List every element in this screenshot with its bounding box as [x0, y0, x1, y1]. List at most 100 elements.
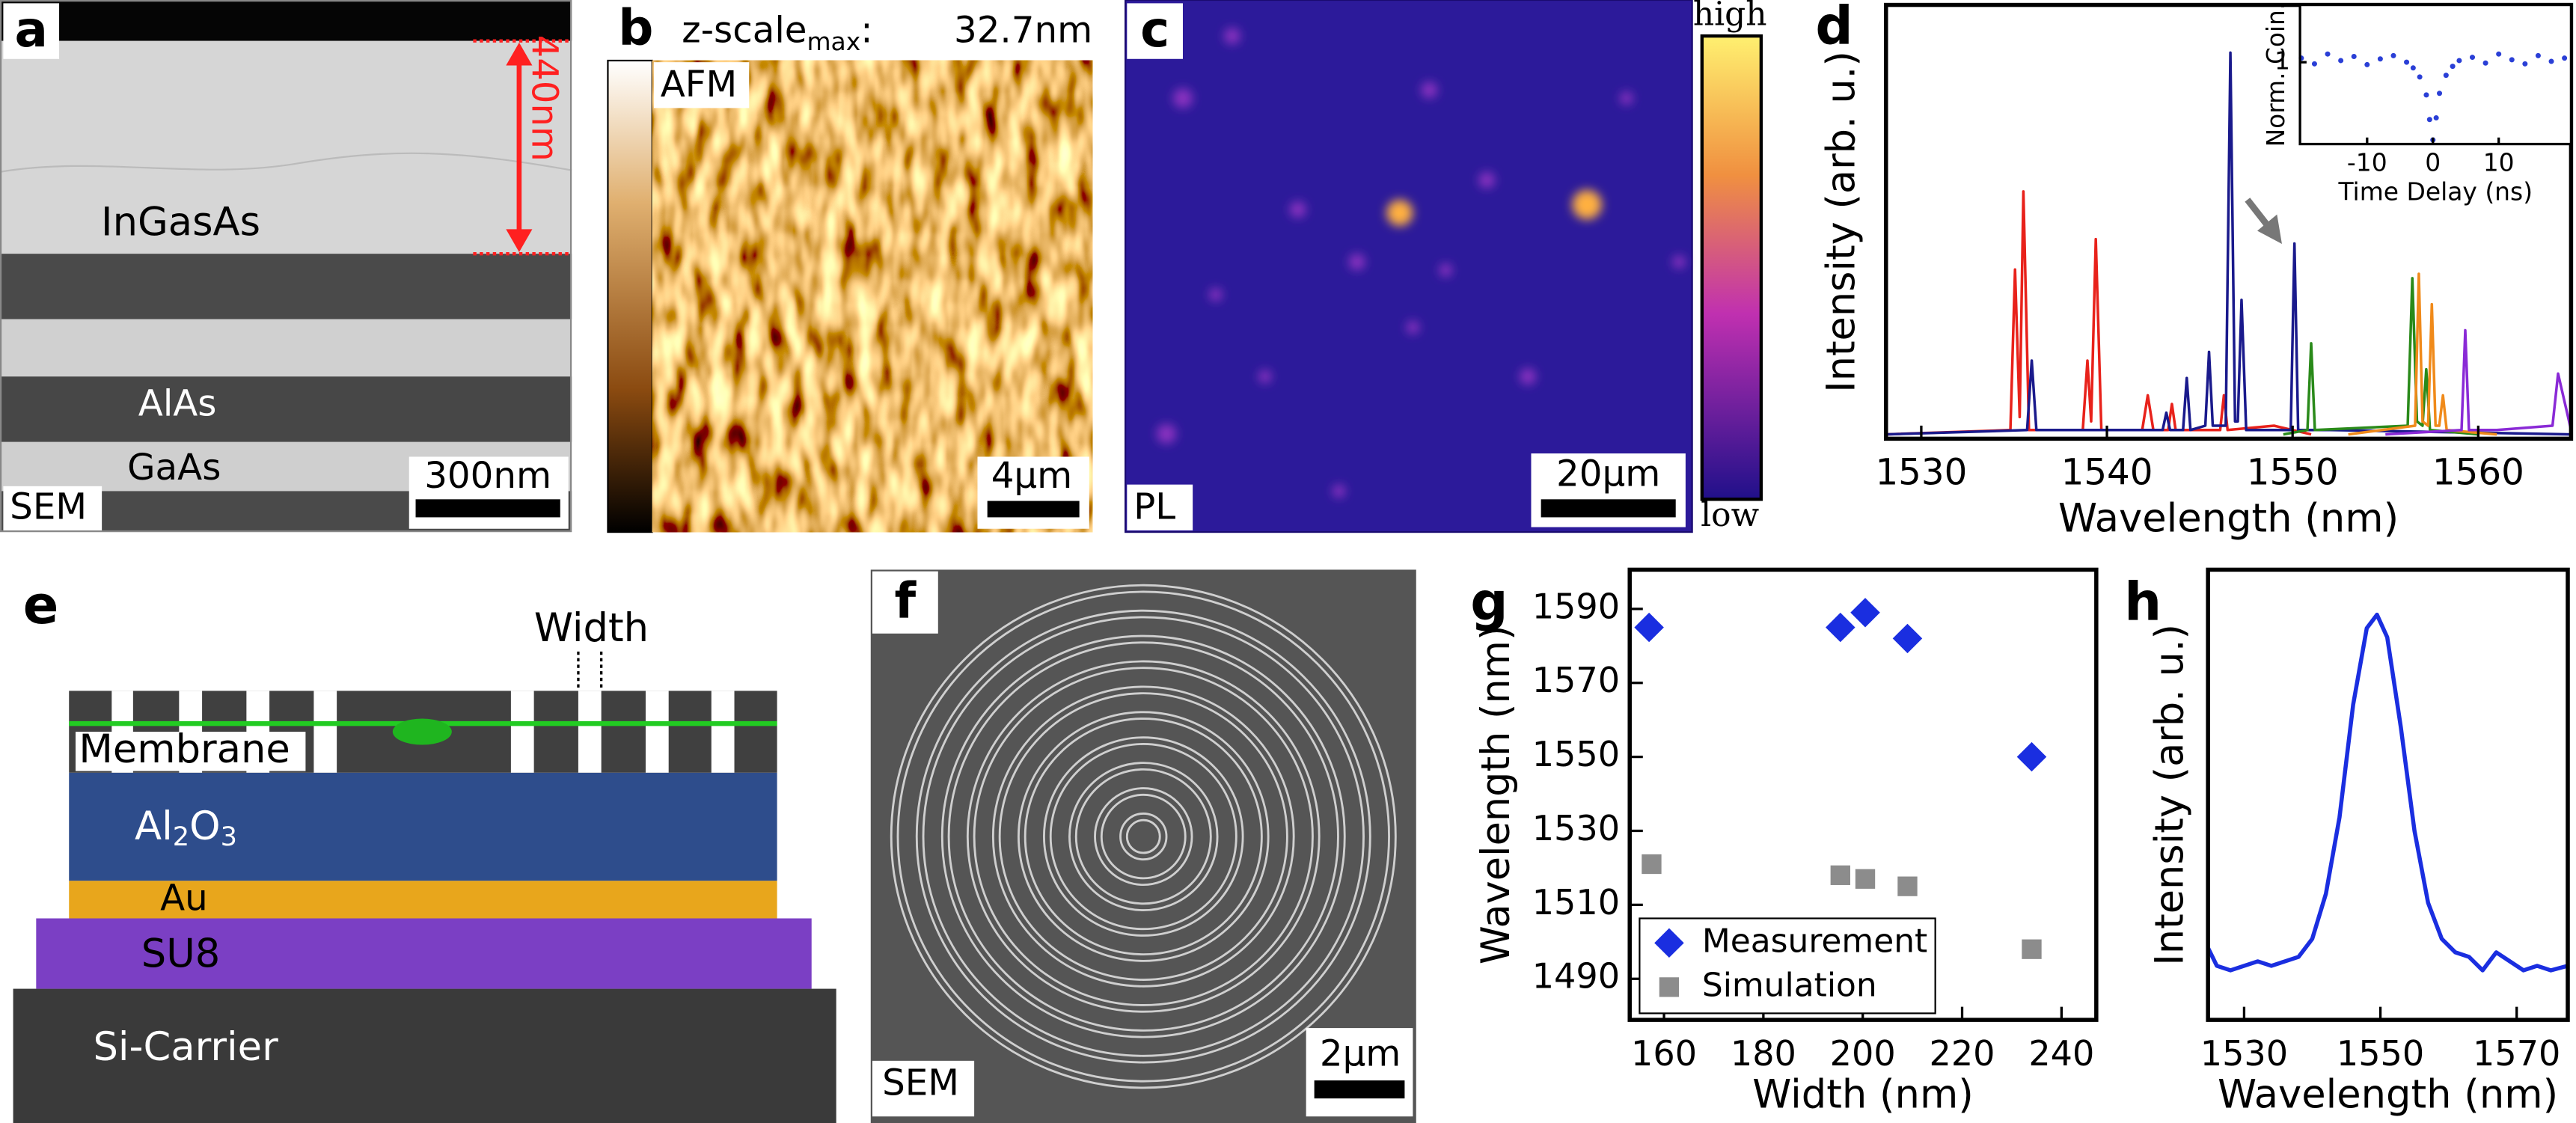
scale-label: 20μm — [1556, 453, 1660, 495]
layer — [0, 319, 572, 377]
width-label: Width — [534, 605, 649, 651]
point — [2404, 59, 2410, 65]
charts: 1530 1540 1550 1560 Wavelength (nm) Intensity… — [1470, 0, 2574, 1118]
ring — [1100, 793, 1187, 880]
label-box — [3, 486, 103, 530]
axes-frame — [2298, 3, 2573, 146]
ring — [1125, 818, 1161, 854]
x-tick-label: 1530 — [2200, 1033, 2288, 1074]
ring — [1119, 813, 1168, 861]
ring — [1024, 717, 1263, 956]
membrane-label: Membrane — [79, 726, 290, 772]
pl-spot — [1289, 201, 1306, 218]
point — [2390, 52, 2396, 58]
ring — [1017, 711, 1270, 962]
slot — [645, 691, 669, 773]
y-axis-label: Intensity (arb. u.) — [1818, 51, 1864, 393]
layer-label: InGasAs — [101, 199, 260, 245]
label-box — [3, 3, 60, 59]
panel-b: b z-scalemax: 32.7nm AFM 4μm — [607, 0, 1093, 533]
x-tick-label: 0 — [2425, 147, 2441, 177]
panel-label: b — [618, 0, 653, 57]
point — [2562, 55, 2568, 61]
afm-image — [652, 60, 1093, 533]
method-label: SEM — [10, 486, 87, 528]
legend-box — [1639, 917, 1936, 1015]
point — [2423, 92, 2429, 98]
layer — [0, 254, 572, 319]
chart: -10 0 10 1 Time Delay (ns) Norm. Coin. — [2261, 2, 2573, 206]
point — [2311, 61, 2317, 67]
point — [2410, 65, 2416, 71]
al2o3-label: Al2O3 — [135, 804, 237, 852]
y-tick-label: 1 — [2274, 46, 2290, 76]
pl-spot — [1386, 199, 1413, 226]
slot — [711, 691, 735, 773]
series-line — [2283, 277, 2479, 436]
point — [2022, 939, 2042, 959]
ring — [890, 584, 1397, 1089]
ring — [947, 641, 1339, 1032]
series-line — [1885, 51, 2572, 436]
panel-label: f — [895, 572, 917, 630]
point — [2325, 51, 2331, 57]
point — [2338, 58, 2344, 64]
colorbar-high: high — [1693, 0, 1767, 33]
point — [2496, 51, 2502, 57]
legend-marker — [1659, 977, 1680, 997]
y-axis-label: Norm. Coin. — [2261, 2, 2290, 147]
panel-label: h — [2124, 572, 2162, 633]
zscale-value: 32.7nm — [954, 10, 1092, 52]
point — [2433, 115, 2439, 121]
colorbar-low: low — [1701, 496, 1759, 534]
series-line — [2385, 328, 2572, 436]
legend-marker — [1654, 928, 1684, 958]
point — [2351, 53, 2357, 59]
x-tick-label: 1550 — [2337, 1033, 2424, 1074]
zscale-colon: : — [860, 10, 872, 52]
layer — [0, 376, 572, 442]
y-tick-label: 1530 — [1532, 808, 1620, 848]
x-tick-label: 1530 — [1875, 452, 1967, 494]
pl-spot — [1172, 88, 1193, 108]
pl-spot — [1520, 368, 1537, 385]
scale-label: 4μm — [991, 455, 1073, 497]
chart: 160 180 200 220 240 1490 1510 1530 1550 1570 1590 W… — [1470, 567, 2099, 1118]
point — [2443, 73, 2449, 79]
label-box — [76, 732, 306, 771]
scale-label: 2μm — [1320, 1032, 1401, 1074]
pl-spot — [1332, 484, 1346, 498]
panel-label: a — [14, 1, 47, 58]
si-carrier — [13, 988, 836, 1123]
pl-spot — [1572, 189, 1602, 220]
plot-area — [2300, 4, 2572, 144]
label-box — [1127, 3, 1183, 59]
label-box — [872, 1060, 975, 1117]
pl-spot — [1258, 370, 1272, 384]
slot — [510, 691, 534, 773]
pl-spot — [1406, 320, 1420, 334]
arrow-head — [506, 42, 533, 66]
ring — [966, 660, 1321, 1013]
layer-label: GaAs — [127, 447, 221, 489]
panel-label: c — [1140, 1, 1169, 58]
point — [1855, 869, 1876, 889]
legend-label: Measurement — [1702, 922, 1927, 960]
x-tick-label: 1560 — [2432, 452, 2524, 494]
panel-a: a InGasAs AlAs GaAs 440nm SEM 300nm — [0, 0, 572, 533]
ring — [940, 634, 1346, 1038]
scale-bar — [1314, 1080, 1405, 1099]
ring — [896, 590, 1390, 1083]
pl-spot — [1156, 423, 1177, 444]
al2o3 — [69, 772, 777, 881]
al2o3-part: 3 — [221, 821, 237, 852]
point — [2417, 74, 2423, 80]
pointer-arrow-head — [2257, 214, 2282, 245]
ring — [915, 609, 1371, 1064]
point — [1826, 612, 1855, 643]
series-line — [2208, 612, 2569, 973]
pl-spot — [1421, 82, 1438, 99]
point — [2469, 55, 2476, 61]
